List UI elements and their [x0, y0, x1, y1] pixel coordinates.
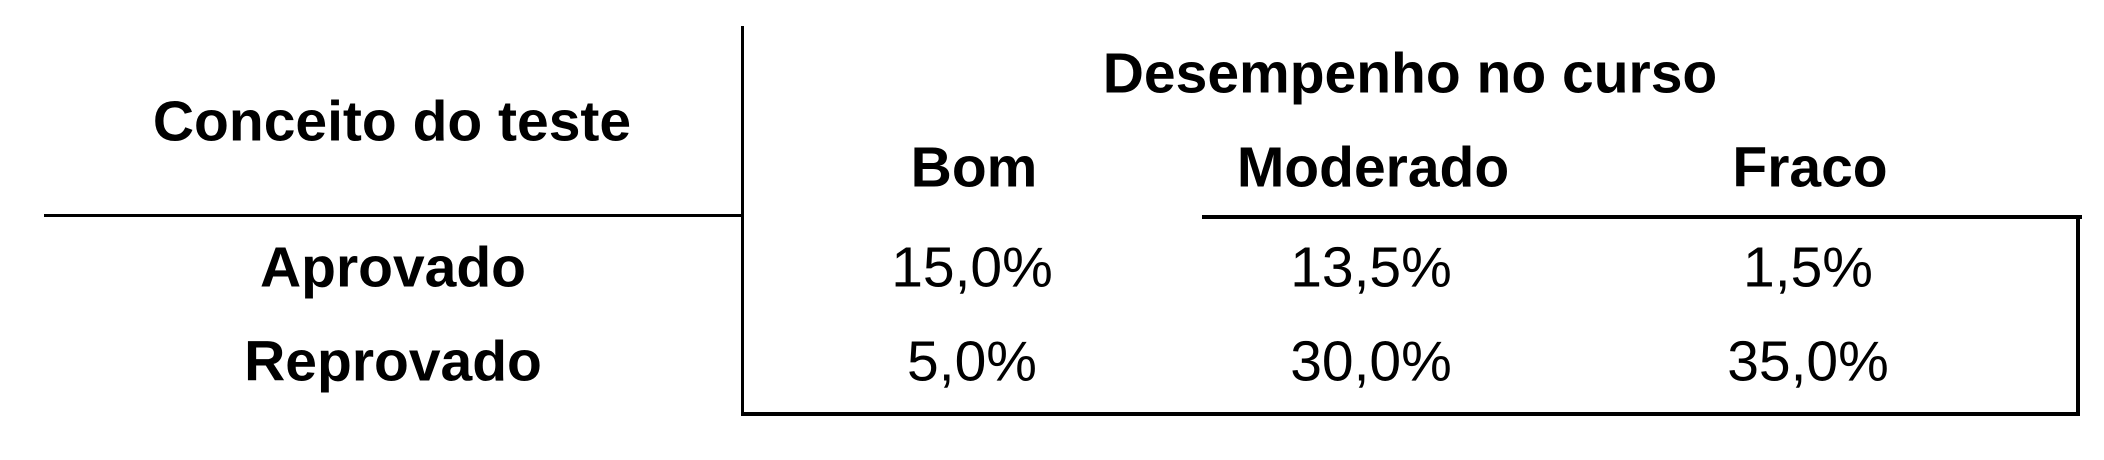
cell-reprovado-bom: 5,0%	[907, 329, 1037, 394]
cell-reprovado-moderado: 30,0%	[1290, 329, 1452, 394]
data-box-bottom-line	[741, 412, 2080, 416]
row-header-title: Conceito do teste	[152, 89, 632, 154]
column-header-bom: Bom	[910, 135, 1038, 200]
cell-reprovado-fraco: 35,0%	[1727, 329, 1889, 394]
cell-aprovado-moderado: 13,5%	[1290, 235, 1452, 300]
column-header-fraco: Fraco	[1732, 135, 1888, 200]
cell-aprovado-fraco: 1,5%	[1743, 235, 1873, 300]
cell-aprovado-bom: 15,0%	[891, 235, 1053, 300]
vertical-divider-line	[741, 26, 744, 416]
row-label-reprovado: Reprovado	[244, 329, 542, 394]
header-divider-line	[44, 214, 743, 217]
column-group-title: Desempenho no curso	[1102, 41, 1718, 106]
data-box-right-line	[2076, 215, 2080, 416]
data-box-top-line	[1202, 215, 2082, 219]
row-label-aprovado: Aprovado	[259, 235, 527, 300]
column-header-moderado: Moderado	[1236, 135, 1510, 200]
